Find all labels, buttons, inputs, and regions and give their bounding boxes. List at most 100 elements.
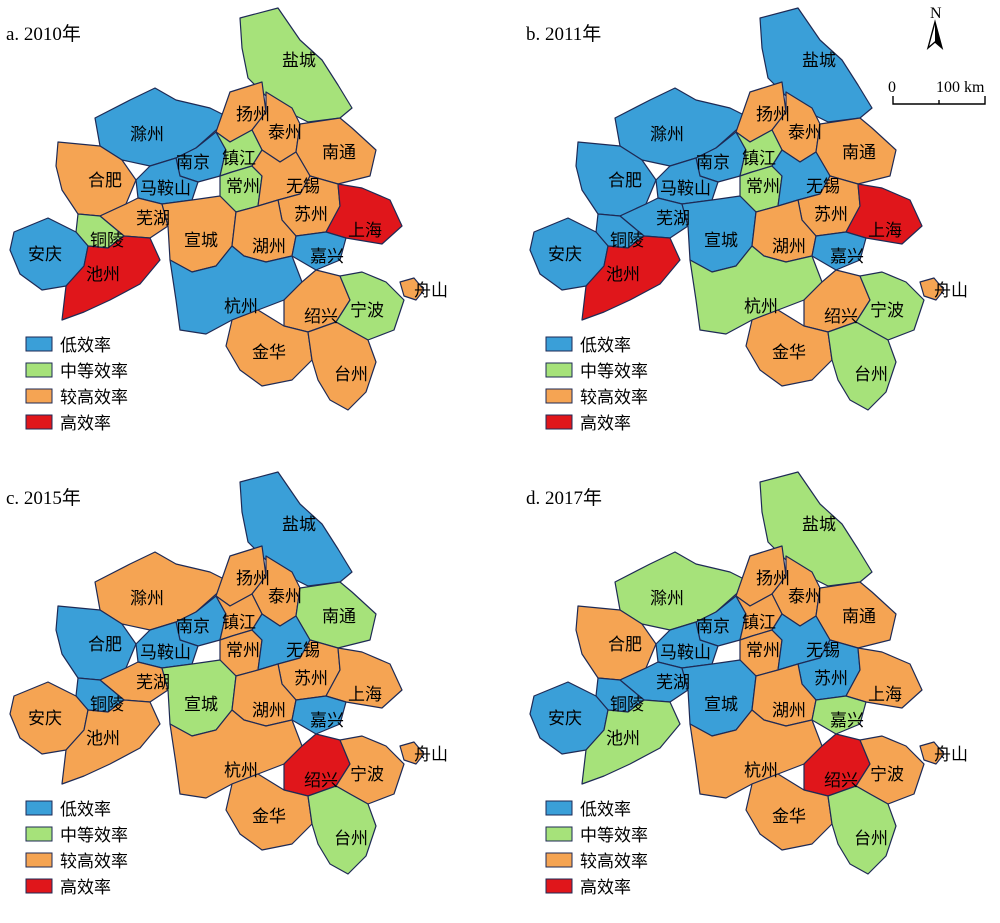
city-label-无锡: 无锡 bbox=[286, 641, 320, 661]
city-label-湖州: 湖州 bbox=[772, 701, 806, 721]
legend-swatch bbox=[25, 414, 53, 430]
city-label-金华: 金华 bbox=[772, 807, 806, 827]
region-台州 bbox=[307, 321, 377, 411]
city-label-绍兴: 绍兴 bbox=[304, 771, 338, 791]
region-金华 bbox=[745, 309, 833, 387]
region-上海 bbox=[845, 647, 923, 709]
city-label-南通: 南通 bbox=[842, 143, 876, 163]
city-label-杭州: 杭州 bbox=[744, 761, 778, 781]
city-label-绍兴: 绍兴 bbox=[824, 771, 858, 791]
city-label-池州: 池州 bbox=[606, 729, 640, 749]
region-台州 bbox=[307, 785, 377, 875]
city-label-芜湖: 芜湖 bbox=[136, 209, 170, 229]
city-label-南京: 南京 bbox=[696, 617, 730, 637]
city-label-扬州: 扬州 bbox=[756, 105, 790, 125]
legend-label: 中等效率 bbox=[580, 362, 648, 382]
city-label-盐城: 盐城 bbox=[802, 515, 836, 535]
city-label-滁州: 滁州 bbox=[130, 589, 164, 609]
legend-label: 高效率 bbox=[60, 414, 111, 434]
city-label-金华: 金华 bbox=[252, 807, 286, 827]
region-金华 bbox=[745, 773, 833, 851]
city-label-宣城: 宣城 bbox=[184, 695, 218, 715]
legend-swatch bbox=[545, 800, 573, 816]
legend-label: 高效率 bbox=[60, 878, 111, 898]
legend-label: 低效率 bbox=[580, 336, 631, 356]
city-label-南通: 南通 bbox=[842, 607, 876, 627]
legend-label: 高效率 bbox=[580, 878, 631, 898]
region-池州 bbox=[581, 235, 681, 321]
city-label-铜陵: 铜陵 bbox=[610, 695, 644, 715]
compass-label: N bbox=[930, 5, 942, 22]
city-label-苏州: 苏州 bbox=[814, 205, 848, 225]
legend-label: 较高效率 bbox=[60, 388, 128, 408]
city-label-台州: 台州 bbox=[334, 829, 368, 849]
city-label-盐城: 盐城 bbox=[802, 51, 836, 71]
city-label-安庆: 安庆 bbox=[28, 245, 62, 265]
city-label-南京: 南京 bbox=[176, 153, 210, 173]
city-label-镇江: 镇江 bbox=[742, 149, 776, 169]
city-label-铜陵: 铜陵 bbox=[90, 695, 124, 715]
city-label-泰州: 泰州 bbox=[788, 123, 822, 143]
region-舟山 bbox=[399, 277, 425, 301]
city-label-无锡: 无锡 bbox=[806, 177, 840, 197]
region-台州 bbox=[827, 785, 897, 875]
city-label-常州: 常州 bbox=[746, 641, 780, 661]
region-上海 bbox=[325, 183, 403, 245]
city-label-金华: 金华 bbox=[772, 343, 806, 363]
city-label-杭州: 杭州 bbox=[224, 761, 258, 781]
region-池州 bbox=[61, 235, 161, 321]
region-宁波 bbox=[335, 271, 405, 341]
city-label-马鞍山: 马鞍山 bbox=[660, 643, 711, 663]
city-label-常州: 常州 bbox=[746, 177, 780, 197]
city-label-无锡: 无锡 bbox=[806, 641, 840, 661]
panel-title: a. 2010年 bbox=[6, 23, 81, 45]
city-label-湖州: 湖州 bbox=[772, 237, 806, 257]
city-label-合肥: 合肥 bbox=[608, 635, 642, 655]
city-label-绍兴: 绍兴 bbox=[824, 307, 858, 327]
legend-swatch bbox=[545, 414, 573, 430]
city-label-扬州: 扬州 bbox=[756, 569, 790, 589]
region-池州 bbox=[61, 699, 161, 785]
city-label-铜陵: 铜陵 bbox=[610, 231, 644, 251]
city-label-南通: 南通 bbox=[322, 143, 356, 163]
city-label-安庆: 安庆 bbox=[548, 245, 582, 265]
city-label-芜湖: 芜湖 bbox=[136, 673, 170, 693]
city-label-湖州: 湖州 bbox=[252, 701, 286, 721]
city-label-杭州: 杭州 bbox=[224, 297, 258, 317]
region-上海 bbox=[325, 647, 403, 709]
city-label-镇江: 镇江 bbox=[222, 149, 256, 169]
city-label-滁州: 滁州 bbox=[650, 589, 684, 609]
legend-swatch bbox=[25, 362, 53, 378]
city-label-南京: 南京 bbox=[176, 617, 210, 637]
legend-label: 低效率 bbox=[580, 800, 631, 820]
city-label-宁波: 宁波 bbox=[870, 765, 904, 785]
region-池州 bbox=[581, 699, 681, 785]
city-label-常州: 常州 bbox=[226, 177, 260, 197]
city-label-台州: 台州 bbox=[854, 829, 888, 849]
legend-label: 高效率 bbox=[580, 414, 631, 434]
city-label-盐城: 盐城 bbox=[282, 515, 316, 535]
city-label-嘉兴: 嘉兴 bbox=[830, 247, 864, 267]
city-label-苏州: 苏州 bbox=[814, 669, 848, 689]
city-label-苏州: 苏州 bbox=[294, 205, 328, 225]
city-label-泰州: 泰州 bbox=[788, 587, 822, 607]
legend-label: 低效率 bbox=[60, 800, 111, 820]
city-label-芜湖: 芜湖 bbox=[656, 209, 690, 229]
city-label-合肥: 合肥 bbox=[88, 171, 122, 191]
city-label-台州: 台州 bbox=[334, 365, 368, 385]
panel-title: c. 2015年 bbox=[6, 487, 81, 509]
city-label-上海: 上海 bbox=[868, 685, 902, 705]
scale-zero: 0 bbox=[888, 79, 896, 96]
city-label-上海: 上海 bbox=[348, 221, 382, 241]
scale-bar: 0 100 km bbox=[888, 79, 986, 105]
city-label-泰州: 泰州 bbox=[268, 587, 302, 607]
legend-label: 中等效率 bbox=[60, 826, 128, 846]
city-label-南通: 南通 bbox=[322, 607, 356, 627]
city-label-马鞍山: 马鞍山 bbox=[660, 179, 711, 199]
region-宁波 bbox=[855, 735, 925, 805]
region-宁波 bbox=[855, 271, 925, 341]
